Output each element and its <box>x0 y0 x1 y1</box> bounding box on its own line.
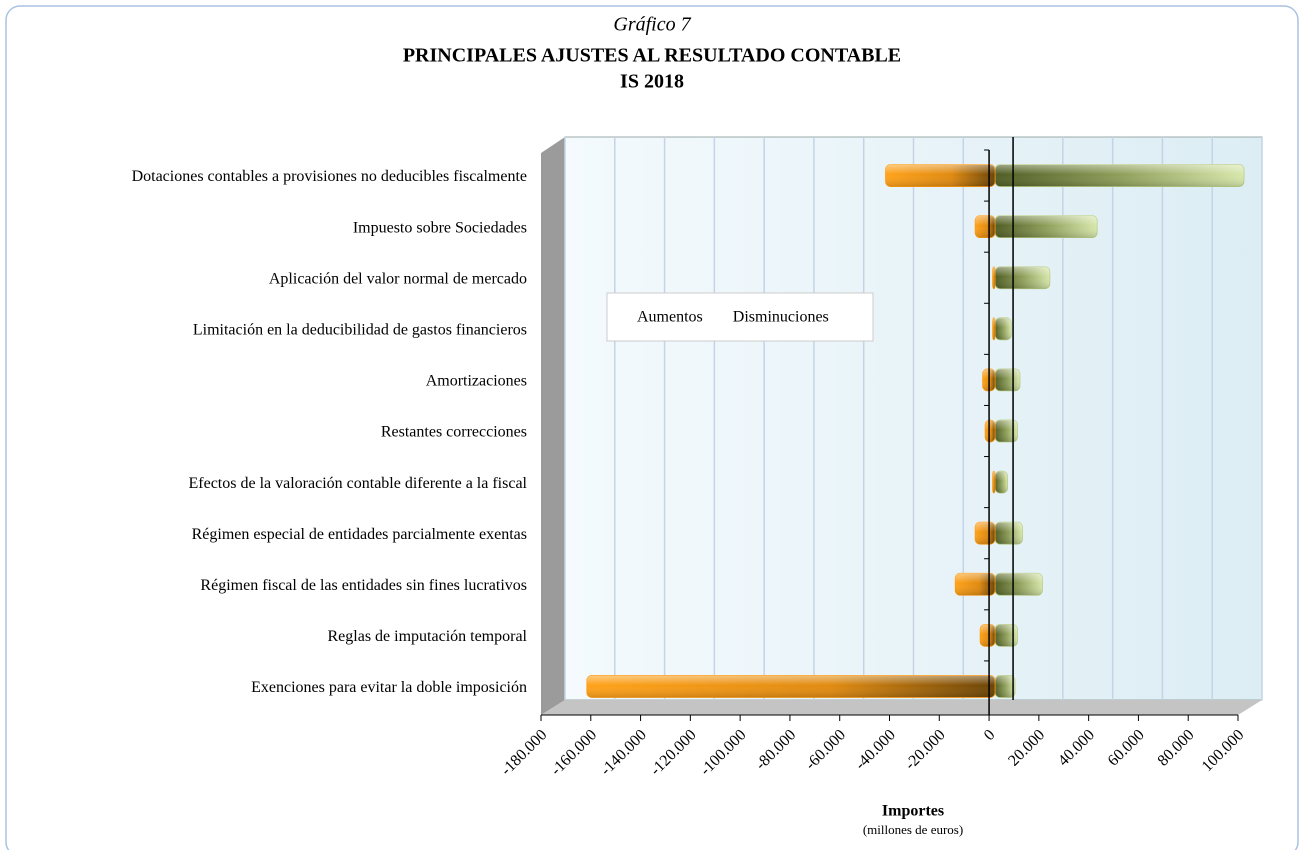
bar-gloss <box>995 317 1012 340</box>
bar-gloss <box>985 420 996 442</box>
x-axis-note: (millones de euros) <box>863 822 963 837</box>
bar-gloss <box>995 215 1098 238</box>
category-label: Limitación en la deducibilidad de gastos… <box>193 321 527 338</box>
chart-title: PRINCIPALES AJUSTES AL RESULTADO CONTABL… <box>403 45 901 67</box>
category-label: Efectos de la valoración contable difere… <box>189 475 528 492</box>
bar-gloss <box>586 675 996 698</box>
x-axis-label: Importes <box>882 803 944 820</box>
legend-box <box>606 292 874 342</box>
bar-gloss <box>995 164 1244 187</box>
bar-gloss <box>995 675 1015 698</box>
bar-gloss <box>995 368 1020 391</box>
bar-gloss <box>885 164 996 187</box>
category-label: Régimen fiscal de las entidades sin fine… <box>200 577 527 594</box>
bar-gloss <box>992 471 996 494</box>
category-label: Dotaciones contables a provisiones no de… <box>132 168 527 185</box>
bar-gloss <box>975 522 996 545</box>
bar-gloss <box>980 624 996 647</box>
title-prefix: Gráfico 7 <box>613 14 691 36</box>
chart-subtitle: IS 2018 <box>620 71 684 93</box>
bar-gloss <box>992 266 996 289</box>
bar-gloss <box>992 317 996 340</box>
bar-gloss <box>995 624 1018 647</box>
bar-gloss <box>995 522 1023 545</box>
category-label: Impuesto sobre Sociedades <box>353 219 527 236</box>
bar-gloss <box>975 215 996 238</box>
floor <box>541 700 1262 715</box>
category-label: Restantes correcciones <box>381 424 527 441</box>
legend-label: Disminuciones <box>733 309 829 326</box>
category-label: Amortizaciones <box>426 373 527 390</box>
bar-gloss <box>995 471 1008 494</box>
left-wall <box>541 137 565 715</box>
category-label: Aplicación del valor normal de mercado <box>269 270 527 287</box>
category-label: Reglas de imputación temporal <box>328 628 528 645</box>
bar-gloss <box>995 573 1043 596</box>
category-label: Régimen especial de entidades parcialmen… <box>192 526 527 543</box>
bar-gloss <box>995 420 1018 442</box>
bar-gloss <box>955 573 996 596</box>
bar-gloss <box>995 266 1050 289</box>
legend-label: Aumentos <box>637 309 703 326</box>
category-label: Exenciones para evitar la doble imposici… <box>251 679 527 696</box>
